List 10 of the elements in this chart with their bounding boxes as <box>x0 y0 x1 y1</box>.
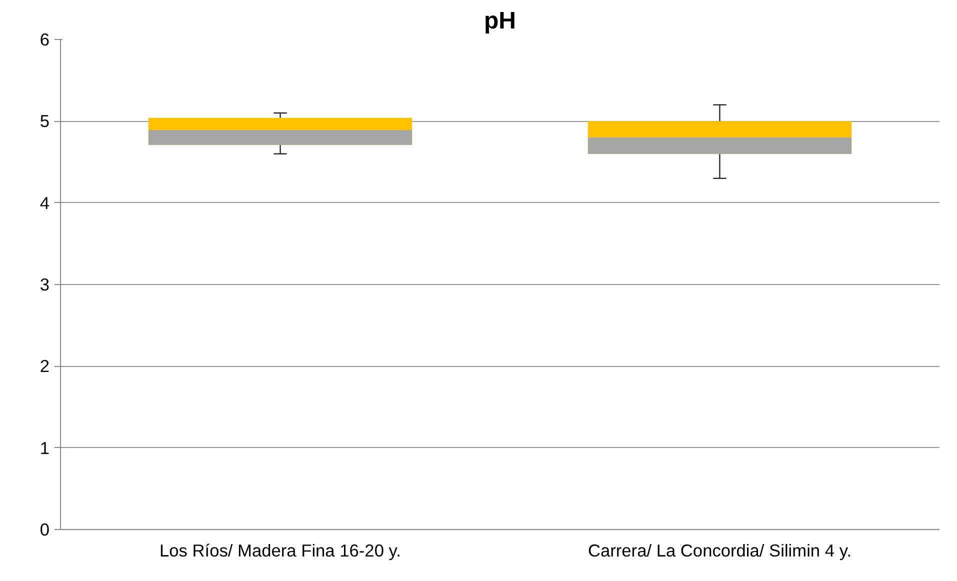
y-tick-label: 6 <box>40 30 50 50</box>
y-tick-label: 0 <box>40 520 50 540</box>
x-tick-label: Carrera/ La Concordia/ Silimin 4 y. <box>588 540 852 560</box>
y-tick-label: 2 <box>40 356 50 376</box>
y-tick-label: 3 <box>40 274 50 294</box>
y-tick-label: 4 <box>40 192 50 213</box>
y-tick-label: 5 <box>40 111 50 132</box>
x-tick-label: Los Ríos/ Madera Fina 16-20 y. <box>160 540 401 560</box>
y-tick-label: 1 <box>40 438 50 458</box>
chart-title: pH <box>484 8 516 34</box>
